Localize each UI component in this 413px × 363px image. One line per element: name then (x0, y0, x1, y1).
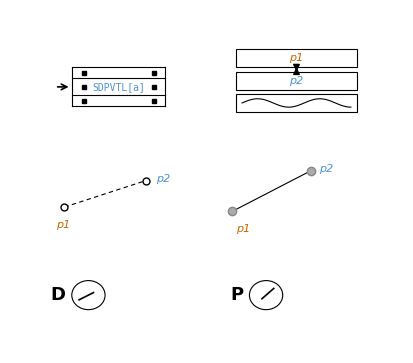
FancyBboxPatch shape (236, 49, 357, 67)
Text: p1: p1 (290, 53, 304, 63)
Text: SDPVTL[a]: SDPVTL[a] (93, 82, 145, 92)
Text: p2: p2 (290, 76, 304, 86)
FancyBboxPatch shape (236, 72, 357, 90)
Text: P: P (230, 286, 243, 304)
Text: p1: p1 (236, 224, 250, 234)
FancyBboxPatch shape (236, 94, 357, 112)
Text: p2: p2 (156, 174, 170, 184)
Text: p2: p2 (319, 164, 333, 174)
Text: p1: p1 (56, 220, 70, 230)
Text: D: D (50, 286, 65, 304)
